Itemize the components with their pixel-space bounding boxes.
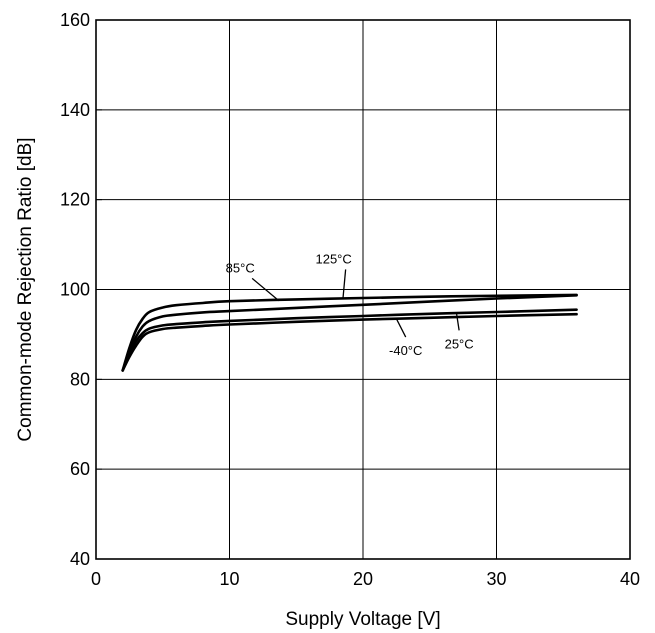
x-tick-label: 30 (486, 569, 506, 589)
curve-annotations: 85°C 125°C 25°C -40°C (226, 251, 474, 358)
x-tick-label: 0 (91, 569, 101, 589)
y-tick-label: 140 (60, 100, 90, 120)
series-line-0 (121, 293, 578, 372)
annotation-leader-line (251, 277, 280, 302)
curve-annotation-label: -40°C (389, 343, 422, 358)
y-tick-label: 80 (70, 369, 90, 389)
plot-frame (95, 19, 631, 560)
series-curves (121, 293, 578, 372)
x-axis-label: Supply Voltage [V] (285, 609, 440, 630)
y-tick-label: 160 (60, 10, 90, 30)
series-line-2 (121, 308, 578, 372)
curve-annotation-label: 25°C (445, 336, 474, 351)
y-tick-label: 40 (70, 549, 90, 569)
series-line-1 (121, 294, 578, 372)
y-axis-label: Common-mode Rejection Ratio [dB] (15, 137, 36, 441)
annotation-leader-line (455, 312, 460, 331)
y-tick-label: 100 (60, 280, 90, 300)
x-axis-ticks: 0 10 20 30 40 (91, 553, 640, 589)
x-tick-label: 40 (620, 569, 640, 589)
annotation-leader-line (342, 269, 347, 299)
series-line-3 (121, 312, 578, 372)
curve-annotation-label: 125°C (315, 251, 351, 266)
y-tick-label: 120 (60, 190, 90, 210)
y-axis-ticks: 40 60 80 100 120 140 160 (60, 10, 102, 569)
x-tick-label: 10 (219, 569, 239, 589)
curve-annotation-label: 85°C (226, 260, 255, 275)
annotation-leader-line (395, 318, 407, 338)
x-tick-label: 20 (353, 569, 373, 589)
y-tick-label: 60 (70, 459, 90, 479)
grid (96, 20, 630, 559)
